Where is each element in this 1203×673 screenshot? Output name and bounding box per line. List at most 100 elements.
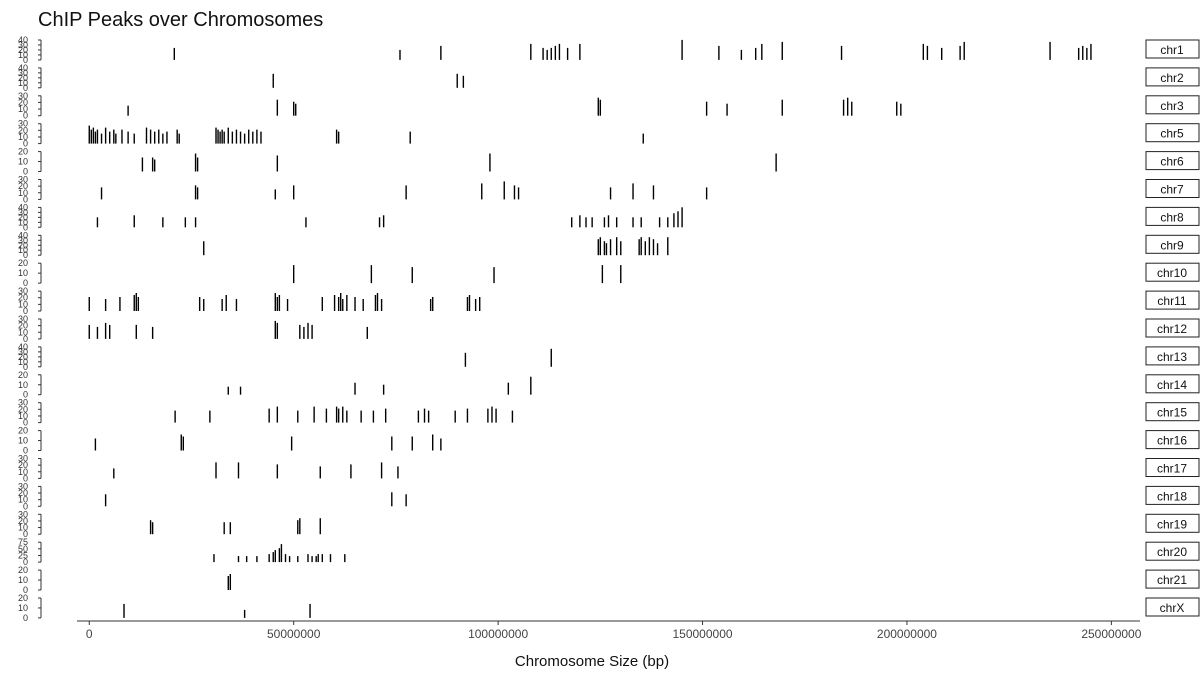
x-tick-label: 50000000 bbox=[267, 627, 321, 641]
strip-label-box bbox=[1145, 541, 1200, 561]
y-tick-label: 30 bbox=[18, 314, 28, 324]
y-tick-label: 10 bbox=[18, 603, 28, 613]
y-tick-label: 30 bbox=[18, 68, 28, 78]
x-axis-title: Chromosome Size (bp) bbox=[515, 653, 669, 670]
y-tick-label: 20 bbox=[18, 516, 28, 526]
y-tick-label: 10 bbox=[18, 327, 28, 337]
y-tick-label: 20 bbox=[18, 488, 28, 498]
x-tick-label: 200000000 bbox=[877, 627, 937, 641]
y-tick-label: 10 bbox=[18, 104, 28, 114]
y-tick-label: 20 bbox=[18, 593, 28, 603]
y-tick-label: 30 bbox=[18, 119, 28, 129]
strip-label-chr16: chr16 bbox=[1157, 434, 1187, 448]
strip-label-chr8: chr8 bbox=[1160, 210, 1184, 224]
y-tick-label: 10 bbox=[18, 217, 28, 227]
y-tick-label: 50 bbox=[18, 544, 28, 554]
chart-title: ChIP Peaks over Chromosomes bbox=[38, 9, 324, 31]
y-tick-label: 20 bbox=[18, 321, 28, 331]
strip-label-box bbox=[1145, 262, 1200, 282]
y-tick-label: 10 bbox=[18, 299, 28, 309]
y-tick-label: 10 bbox=[18, 78, 28, 88]
y-tick-label: 0 bbox=[23, 167, 28, 177]
strip-label-box bbox=[1145, 290, 1200, 310]
y-tick-label: 40 bbox=[18, 342, 28, 352]
strip-label-box bbox=[1145, 151, 1200, 171]
strip-label-box bbox=[1145, 569, 1200, 589]
strip-label-chr14: chr14 bbox=[1157, 378, 1187, 392]
y-tick-label: 0 bbox=[23, 334, 28, 344]
y-tick-label: 40 bbox=[18, 35, 28, 45]
y-tick-label: 0 bbox=[23, 557, 28, 567]
strip-label-chr10: chr10 bbox=[1157, 266, 1187, 280]
x-tick-label: 250000000 bbox=[1081, 627, 1141, 641]
y-tick-label: 10 bbox=[18, 245, 28, 255]
y-tick-label: 0 bbox=[23, 278, 28, 288]
strip-label-chr17: chr17 bbox=[1157, 462, 1187, 476]
strip-label-chr20: chr20 bbox=[1157, 545, 1187, 559]
strip-label-chr18: chr18 bbox=[1157, 489, 1187, 503]
y-tick-label: 30 bbox=[18, 91, 28, 101]
y-tick-label: 0 bbox=[23, 222, 28, 232]
strip-label-box bbox=[1145, 39, 1200, 59]
y-tick-label: 10 bbox=[18, 380, 28, 390]
y-tick-label: 10 bbox=[18, 132, 28, 142]
y-tick-label: 10 bbox=[18, 467, 28, 477]
y-tick-label: 10 bbox=[18, 268, 28, 278]
y-tick-label: 0 bbox=[23, 111, 28, 121]
y-tick-label: 20 bbox=[18, 258, 28, 268]
strip-label-box bbox=[1145, 597, 1200, 617]
x-tick-label: 100000000 bbox=[468, 627, 528, 641]
strip-label-box bbox=[1145, 346, 1200, 366]
y-tick-label: 30 bbox=[18, 235, 28, 245]
y-tick-label: 10 bbox=[18, 157, 28, 167]
y-tick-label: 0 bbox=[23, 390, 28, 400]
y-tick-label: 0 bbox=[23, 473, 28, 483]
strip-label-box bbox=[1145, 123, 1200, 143]
y-tick-label: 20 bbox=[18, 147, 28, 157]
strip-label-chr1: chr1 bbox=[1160, 43, 1184, 57]
strip-label-chr13: chr13 bbox=[1157, 350, 1187, 364]
x-tick-label: 0 bbox=[86, 627, 93, 641]
strip-label-box bbox=[1145, 513, 1200, 533]
strip-label-chr3: chr3 bbox=[1160, 99, 1184, 113]
y-tick-label: 30 bbox=[18, 454, 28, 464]
y-tick-label: 10 bbox=[18, 495, 28, 505]
y-tick-label: 20 bbox=[18, 45, 28, 55]
strip-label-box bbox=[1145, 95, 1200, 115]
y-tick-label: 20 bbox=[18, 181, 28, 191]
y-tick-label: 20 bbox=[18, 73, 28, 83]
y-tick-label: 20 bbox=[18, 426, 28, 436]
y-tick-label: 40 bbox=[18, 202, 28, 212]
strip-label-chr2: chr2 bbox=[1160, 71, 1184, 85]
y-tick-label: 40 bbox=[18, 63, 28, 73]
y-tick-label: 10 bbox=[18, 411, 28, 421]
strip-label-chr15: chr15 bbox=[1157, 406, 1187, 420]
y-tick-label: 20 bbox=[18, 125, 28, 135]
y-tick-label: 10 bbox=[18, 575, 28, 585]
y-tick-label: 20 bbox=[18, 460, 28, 470]
y-tick-label: 20 bbox=[18, 97, 28, 107]
y-tick-label: 0 bbox=[23, 418, 28, 428]
strip-label-chr6: chr6 bbox=[1160, 155, 1184, 169]
y-tick-label: 20 bbox=[18, 293, 28, 303]
y-tick-label: 0 bbox=[23, 250, 28, 260]
y-tick-label: 0 bbox=[23, 613, 28, 623]
y-tick-label: 40 bbox=[18, 230, 28, 240]
strip-label-box bbox=[1145, 485, 1200, 505]
strip-label-chr5: chr5 bbox=[1160, 127, 1184, 141]
